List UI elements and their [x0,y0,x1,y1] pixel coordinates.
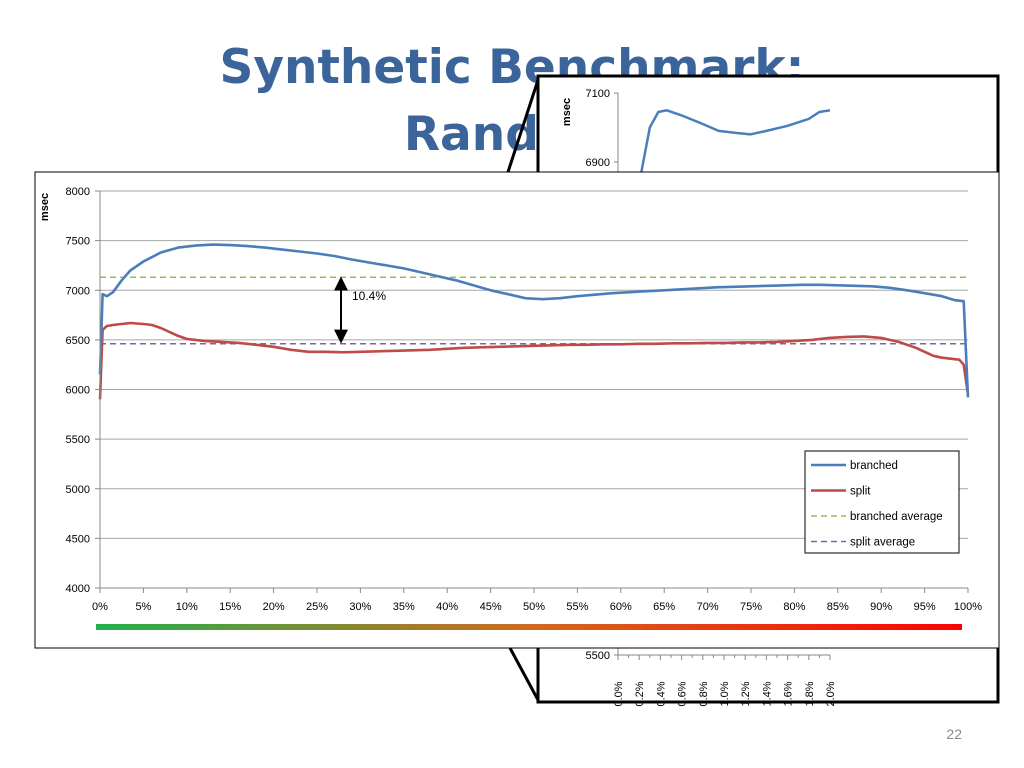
x-tick-label: 65% [653,601,675,613]
page-number: 22 [946,726,962,742]
inset-y-tick-label: 7100 [586,88,610,100]
inset-x-tick-label: 0.8% [698,681,710,706]
x-tick-label: 100% [954,601,982,613]
x-tick-label: 15% [219,601,241,613]
legend-label: branched average [850,511,943,523]
y-tick-label: 5000 [66,484,90,496]
zoom-callout-line-top [506,79,540,173]
x-tick-label: 10% [176,601,198,613]
inset-x-tick-label: 1.6% [783,681,795,706]
x-tick-label: 75% [740,601,762,613]
inset-x-tick-label: 0.6% [677,681,689,706]
progress-gradient-bar [96,624,962,630]
x-tick-label: 70% [697,601,719,613]
inset-x-tick-label: 0.4% [655,681,667,706]
legend: branched split branched average split avera… [804,450,960,554]
x-tick-label: 95% [914,601,936,613]
x-tick-label: 55% [566,601,588,613]
y-tick-label: 5500 [66,434,90,446]
legend-box [804,450,960,554]
y-tick-label: 4000 [66,583,90,595]
y-axis-label: msec [39,193,51,221]
y-tick-label: 4500 [66,533,90,545]
inset-x-tick-label: 0.2% [634,681,646,706]
y-tick-label: 6500 [66,335,90,347]
legend-label: split [850,486,871,498]
inset-y-axis-label: msec [561,98,573,126]
y-tick-label: 6000 [66,385,90,397]
x-tick-label: 85% [827,601,849,613]
inset-y-tick-label: 5500 [586,650,610,662]
axes: 4000 4500 5000 5500 6000 6500 7000 7500 8000 msec… [39,186,982,613]
main-chart: 4000 4500 5000 5500 6000 6500 7000 7500 8000 msec… [34,171,1000,649]
inset-x-tick-label: 1.0% [719,681,731,706]
x-tick-label: 60% [610,601,632,613]
x-tick-label: 50% [523,601,545,613]
x-tick-label: 20% [263,601,285,613]
legend-label: branched [850,460,898,472]
inset-x-tick-label: 2.0% [825,681,837,706]
x-tick-label: 30% [349,601,371,613]
inset-x-tick-label: 1.2% [740,681,752,706]
x-tick-label: 80% [783,601,805,613]
x-tick-label: 5% [135,601,151,613]
series-group [98,243,970,400]
series-branched [98,243,970,398]
x-tick-label: 0% [92,601,108,613]
annotation-label: 10.4% [352,289,386,303]
zoom-callout-line-bottom [508,647,540,701]
y-tick-label: 7500 [66,236,90,248]
x-tick-label: 90% [870,601,892,613]
inset-y-tick-label: 6900 [586,157,610,169]
series-split [98,321,970,400]
main-chart-frame [34,171,1000,649]
inset-x-tick-label: 0.0% [613,681,625,706]
x-tick-label: 25% [306,601,328,613]
x-tick-label: 40% [436,601,458,613]
inset-series-branched [640,109,831,173]
x-tick-label: 45% [480,601,502,613]
inset-x-tick-label: 1.4% [761,681,773,706]
y-tick-label: 8000 [66,186,90,198]
legend-label: split average [850,537,915,549]
annotation-group: 10.4% [334,276,386,344]
y-tick-label: 7000 [66,285,90,297]
inset-x-tick-label: 1.8% [804,681,816,706]
x-tick-label: 35% [393,601,415,613]
